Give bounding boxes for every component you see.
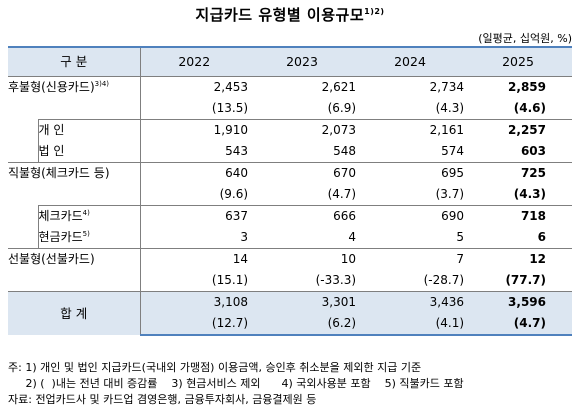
row-label-checkcard: 체크카드4) <box>37 205 141 227</box>
total-growth-row: (12.7) (6.2) (4.1) (4.7) <box>8 313 573 336</box>
indent-cell <box>8 206 38 228</box>
value-cell: 718 <box>464 205 573 227</box>
growth-cell: (-33.3) <box>315 273 357 287</box>
value-cell: 12 <box>464 248 573 270</box>
row-label-text: 체크카드 <box>38 209 83 223</box>
value-cell: 3,108 <box>140 291 249 313</box>
value-cell: 14 <box>140 248 249 270</box>
table-row: 법 인 543 548 574 603 <box>8 141 572 163</box>
value-cell: 10 <box>248 248 357 270</box>
row-label-text: 현금카드 <box>38 230 83 244</box>
footnote-line: 주: 1) 개인 및 법인 지급카드(국내외 가맹점) 이용금액, 승인후 취소… <box>8 361 422 374</box>
header-year: 2025 <box>464 46 573 77</box>
title-text: 지급카드 유형별 이용규모 <box>195 6 365 24</box>
empty-label <box>8 270 141 292</box>
growth-cell: (6.2) <box>248 313 357 336</box>
table-row: 직불형(체크카드 등) 640 670 695 725 <box>8 162 573 184</box>
footnote-marker: 4) <box>82 209 90 217</box>
growth-cell: (4.1) <box>356 313 465 336</box>
table-row: 선불형(선불카드) 14 10 7 12 <box>8 248 573 270</box>
footnote-marker: 5) <box>82 230 90 238</box>
row-label-cashcard: 현금카드5) <box>37 227 141 249</box>
value-cell: 2,453 <box>213 80 249 94</box>
value-cell: 1,910 <box>140 119 249 141</box>
value-cell: 574 <box>441 144 465 158</box>
title-footnote: 1)2) <box>364 7 385 16</box>
row-label-text: 후불형(신용카드) <box>8 80 95 94</box>
value-cell: 603 <box>520 144 547 158</box>
value-cell: 3,301 <box>248 291 357 313</box>
value-cell: 3,596 <box>464 291 573 313</box>
value-cell: 548 <box>333 144 357 158</box>
value-cell: 637 <box>140 205 249 227</box>
value-cell: 5 <box>456 230 465 244</box>
growth-cell: (15.1) <box>211 273 249 287</box>
table-row: 현금카드5) 3 4 5 6 <box>8 227 572 249</box>
value-cell: 690 <box>356 205 465 227</box>
row-label-total: 합 계 <box>8 291 141 335</box>
unit-label: (일평균, 십억원, %) <box>478 32 572 45</box>
header-year: 2022 <box>140 46 249 77</box>
value-cell: 2,734 <box>429 80 465 94</box>
value-cell: 3 <box>240 230 249 244</box>
header-year: 2024 <box>356 46 465 77</box>
table-row: (9.6) (4.7) (3.7) (4.3) <box>8 184 572 206</box>
total-row: 합 계 3,108 3,301 3,436 3,596 <box>8 291 573 335</box>
value-cell: 543 <box>225 144 249 158</box>
empty-label <box>8 98 141 120</box>
row-label-corporate: 법 인 <box>37 141 141 163</box>
indent-cell <box>8 141 38 163</box>
indent-cell <box>8 227 38 249</box>
row-label-debit: 직불형(체크카드 등) <box>8 162 141 184</box>
growth-cell: (77.7) <box>505 273 547 287</box>
growth-cell: (4.7) <box>327 187 357 201</box>
footnote-line: 자료: 전업카드사 및 카드업 겸영은행, 금융투자회사, 금융결제원 등 <box>8 393 317 406</box>
footnote-line: 2) ( )내는 전년 대비 증감률 3) 현금서비스 제외 4) 국외사용분 … <box>8 377 464 390</box>
value-cell: 7 <box>356 248 465 270</box>
table-row: (15.1) (-33.3) (-28.7) (77.7) <box>8 270 572 292</box>
value-cell: 2,257 <box>464 119 573 141</box>
value-cell: 6 <box>537 230 547 244</box>
table-row: (13.5) (6.9) (4.3) (4.6) <box>8 98 572 120</box>
table-row: 개 인 1,910 2,073 2,161 2,257 <box>8 119 573 142</box>
growth-cell: (4.3) <box>513 187 547 201</box>
card-usage-table: 구 분 2022 2023 2024 2025 후불형(신용카드)3)4) 2,… <box>8 46 573 336</box>
growth-cell: (13.5) <box>211 101 249 115</box>
value-cell: 2,621 <box>321 80 357 94</box>
growth-cell: (4.7) <box>464 313 573 336</box>
header-category: 구 분 <box>8 46 141 77</box>
value-cell: 666 <box>248 205 357 227</box>
footnote-marker: 3)4) <box>94 80 110 88</box>
value-cell: 670 <box>248 162 357 184</box>
table-row: 후불형(신용카드)3)4) 2,453 2,621 2,734 2,859 <box>8 76 572 98</box>
value-cell: 640 <box>140 162 249 184</box>
footnotes: 주: 1) 개인 및 법인 지급카드(국내외 가맹점) 이용금액, 승인후 취소… <box>8 360 464 408</box>
value-cell: 2,073 <box>248 119 357 141</box>
row-label-individual: 개 인 <box>37 119 141 141</box>
growth-cell: (4.3) <box>435 101 465 115</box>
value-cell: 725 <box>464 162 573 184</box>
growth-cell: (-28.7) <box>423 273 465 287</box>
header-row: 구 분 2022 2023 2024 2025 <box>8 46 573 77</box>
value-cell: 2,859 <box>508 80 547 94</box>
value-cell: 695 <box>356 162 465 184</box>
growth-cell: (9.6) <box>219 187 249 201</box>
value-cell: 3,436 <box>356 291 465 313</box>
header-year: 2023 <box>248 46 357 77</box>
empty-label <box>8 184 141 206</box>
table-row: 체크카드4) 637 666 690 718 <box>8 205 573 228</box>
growth-cell: (6.9) <box>327 101 357 115</box>
row-label-postpaid: 후불형(신용카드)3)4) <box>8 76 141 98</box>
indent-cell <box>8 120 38 142</box>
growth-cell: (4.6) <box>513 101 547 115</box>
value-cell: 2,161 <box>356 119 465 141</box>
row-label-prepaid: 선불형(선불카드) <box>8 248 141 270</box>
growth-cell: (3.7) <box>435 187 465 201</box>
table-title: 지급카드 유형별 이용규모1)2) <box>0 4 580 25</box>
growth-cell: (12.7) <box>140 313 249 336</box>
value-cell: 4 <box>348 230 357 244</box>
